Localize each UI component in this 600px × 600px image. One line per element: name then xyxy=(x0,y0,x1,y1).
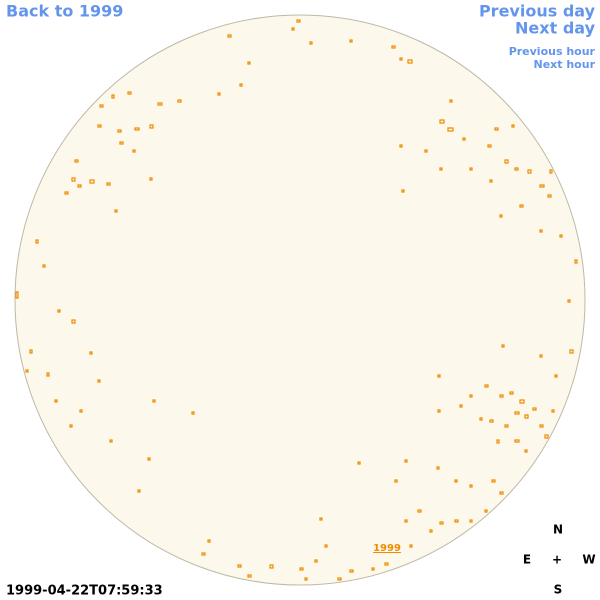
back-link[interactable]: Back to 1999 xyxy=(6,2,123,21)
compass-south: S xyxy=(554,583,563,597)
timestamp: 1999-04-22T07:59:33 xyxy=(6,584,163,599)
compass-center: + xyxy=(552,553,562,567)
compass-north: N xyxy=(553,523,563,537)
active-regions xyxy=(15,19,578,581)
previous-day-link[interactable]: Previous day xyxy=(479,2,596,21)
compass-east: E xyxy=(523,553,531,567)
solar-disk xyxy=(14,14,586,586)
next-hour-link[interactable]: Next hour xyxy=(534,58,596,71)
previous-hour-link[interactable]: Previous hour xyxy=(509,45,596,58)
compass-west: W xyxy=(582,553,595,567)
next-day-link[interactable]: Next day xyxy=(515,19,596,38)
disk-label[interactable]: 1999 xyxy=(373,543,401,554)
